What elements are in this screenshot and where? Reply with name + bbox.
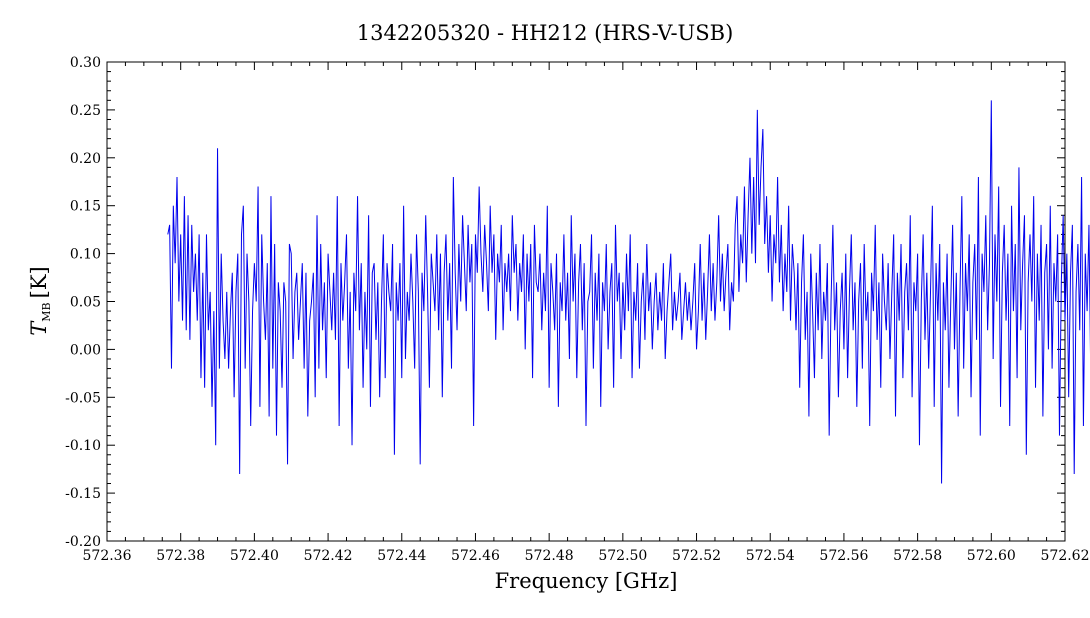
x-tick-label: 572.36	[83, 548, 132, 564]
x-tick-label: 572.44	[377, 548, 426, 564]
y-tick-label: -0.20	[65, 534, 101, 550]
y-tick-label: -0.05	[65, 390, 101, 406]
x-tick-label: 572.50	[598, 548, 647, 564]
y-tick-label: 0.30	[70, 55, 101, 71]
x-tick-label: 572.54	[746, 548, 795, 564]
x-tick-label: 572.60	[967, 548, 1016, 564]
spectrum-line	[167, 100, 1090, 484]
y-tick-label: 0.15	[70, 199, 101, 215]
x-tick-label: 572.58	[893, 548, 942, 564]
x-tick-label: 572.46	[451, 548, 500, 564]
y-axis-title: TMB [K]	[27, 266, 53, 335]
x-tick-label: 572.56	[819, 548, 868, 564]
y-tick-label: 0.10	[70, 247, 101, 263]
series-layer	[167, 100, 1090, 484]
y-tick-label: 0.20	[70, 151, 101, 167]
chart-title: 1342205320 - HH212 (HRS-V-USB)	[357, 21, 734, 45]
x-tick-label: 572.48	[525, 548, 574, 564]
x-tick-label: 572.38	[156, 548, 205, 564]
y-axis: -0.20 -0.15 -0.10 -0.05 0.00 0.05 0.10 0.15 0.20…	[65, 55, 1065, 550]
x-tick-label: 572.42	[304, 548, 353, 564]
x-tick-label: 572.40	[230, 548, 279, 564]
y-tick-label: -0.15	[65, 486, 101, 502]
y-axis-title-sub: MB	[40, 302, 53, 321]
y-tick-label: -0.10	[65, 438, 101, 454]
y-tick-label: 0.00	[70, 342, 101, 358]
x-axis-title: Frequency [GHz]	[495, 569, 678, 593]
x-axis: 572.36 572.38 572.40 572.42 572.44 572.46 572.…	[83, 62, 1090, 564]
y-tick-label: 0.05	[70, 295, 101, 311]
x-tick-label: 572.62	[1041, 548, 1090, 564]
y-axis-title-unit: [K]	[27, 266, 51, 298]
y-axis-title-main: T	[27, 320, 51, 336]
x-tick-label: 572.52	[672, 548, 721, 564]
y-tick-label: 0.25	[70, 103, 101, 119]
svg-text:TMB[K]: TMB [K]	[27, 266, 53, 335]
